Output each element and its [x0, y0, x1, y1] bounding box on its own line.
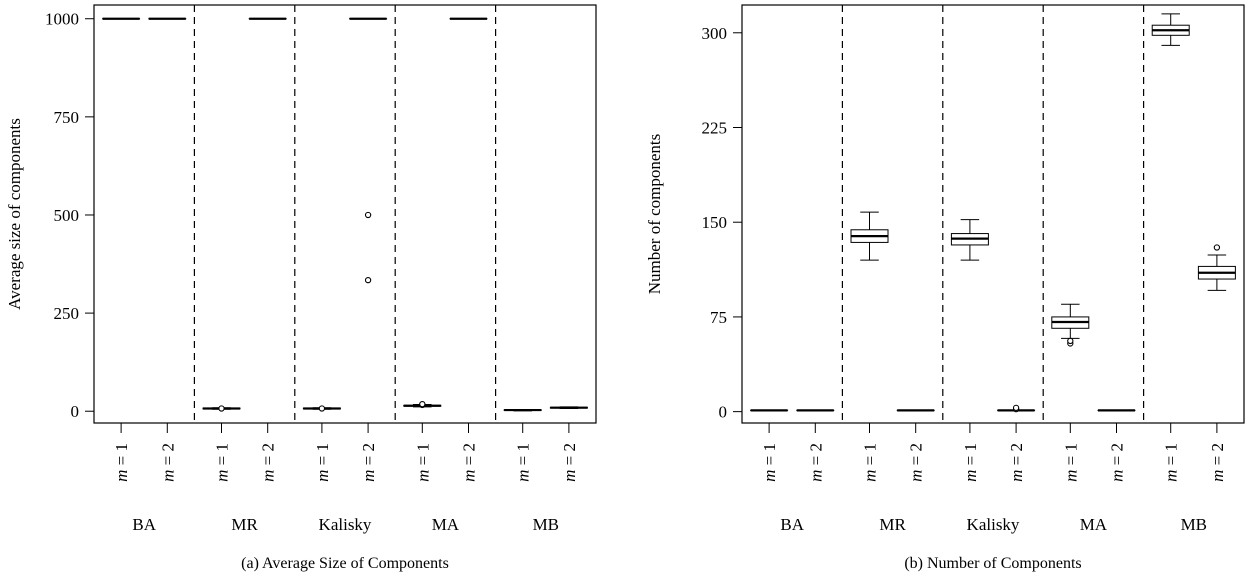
x-tick-label-var: m	[1007, 470, 1026, 482]
outlier-point	[1213, 244, 1221, 251]
plot-frame	[93, 4, 597, 424]
x-tick-label-rest: = 1	[1162, 443, 1181, 470]
x-tick-label: m = 2	[1107, 443, 1126, 482]
outlier-point	[419, 401, 426, 408]
chart-panel-a: 0 250 500 750 1000 Average size of components…	[5, 4, 597, 572]
x-tick-label-var: m	[1061, 470, 1080, 482]
outlier-point	[318, 405, 326, 412]
x-tick-label-var: m	[459, 470, 478, 482]
x-tick-label: m = 1	[514, 443, 533, 482]
outlier-point	[1067, 337, 1074, 345]
x-tick-label-rest: = 2	[158, 443, 177, 470]
x-tick-label-var: m	[806, 470, 825, 482]
x-tick-label-var: m	[514, 470, 533, 482]
x-tick-label: m = 2	[1007, 443, 1026, 482]
x-tick-label: m = 1	[961, 443, 980, 482]
y-tick-label: 500	[54, 206, 80, 225]
x-tick-label-rest: = 2	[459, 443, 478, 470]
group-label: MB	[1181, 515, 1207, 534]
group-label: BA	[132, 515, 156, 534]
x-tick-label-var: m	[213, 470, 232, 482]
x-tick-label: m = 1	[112, 443, 131, 482]
x-tick-label-rest: = 1	[313, 443, 332, 470]
x-tick-label-rest: = 1	[514, 443, 533, 470]
x-tick-label-var: m	[1208, 470, 1227, 482]
plot-frame	[741, 4, 1245, 424]
outlier-point	[364, 276, 372, 284]
x-tick-label-rest: = 1	[961, 443, 980, 470]
group-label: MA	[432, 515, 460, 534]
x-tick-label: m = 1	[1162, 443, 1181, 482]
x-tick-label: m = 2	[806, 443, 825, 482]
x-tick-label-var: m	[907, 470, 926, 482]
y-tick-label: 0	[719, 403, 728, 422]
outlier-point	[218, 405, 225, 412]
chart-caption: (a) Average Size of Components	[241, 555, 449, 572]
x-tick-label: m = 2	[459, 443, 478, 482]
x-tick-label: m = 1	[313, 443, 332, 482]
group-label: MR	[231, 515, 258, 534]
x-tick-label-rest: = 2	[1007, 443, 1026, 470]
y-tick-label: 225	[702, 118, 728, 137]
x-tick-label-var: m	[112, 470, 131, 482]
group-label: MB	[533, 515, 559, 534]
group-label: Kalisky	[967, 515, 1020, 534]
x-tick-label-rest: = 2	[1107, 443, 1126, 470]
x-tick-label: m = 2	[158, 443, 177, 482]
x-tick-label: m = 1	[213, 443, 232, 482]
y-axis-label: Number of components	[645, 134, 664, 295]
outlier-point	[364, 211, 372, 219]
x-tick-label-rest: = 1	[861, 443, 880, 470]
x-tick-label: m = 2	[259, 443, 278, 482]
chart-caption: (b) Number of Components	[904, 555, 1081, 572]
y-tick-label: 300	[702, 24, 728, 43]
x-tick-label-var: m	[413, 470, 432, 482]
group-label: MA	[1080, 515, 1108, 534]
x-tick-label-rest: = 2	[907, 443, 926, 470]
x-tick-label: m = 2	[359, 443, 378, 482]
x-tick-label-rest: = 2	[806, 443, 825, 470]
y-axis-label: Average size of components	[5, 118, 24, 310]
x-tick-label: m = 1	[413, 443, 432, 482]
x-tick-label-var: m	[1162, 470, 1181, 482]
x-tick-label: m = 2	[1208, 443, 1227, 482]
x-tick-label-rest: = 2	[560, 443, 579, 470]
y-tick-label: 750	[54, 108, 80, 127]
x-tick-label: m = 2	[907, 443, 926, 482]
x-tick-label-var: m	[760, 470, 779, 482]
x-tick-label-var: m	[158, 470, 177, 482]
y-tick-label: 75	[710, 308, 727, 327]
group-label: Kalisky	[319, 515, 372, 534]
x-tick-label-var: m	[560, 470, 579, 482]
x-tick-label-rest: = 1	[760, 443, 779, 470]
y-tick-label: 250	[54, 304, 80, 323]
x-tick-label: m = 1	[861, 443, 880, 482]
x-tick-label-rest: = 1	[213, 443, 232, 470]
x-tick-label-rest: = 2	[359, 443, 378, 470]
x-tick-label-rest: = 1	[413, 443, 432, 470]
outlier-point	[1012, 404, 1020, 411]
x-tick-label-rest: = 2	[1208, 443, 1227, 470]
x-tick-label-var: m	[313, 470, 332, 482]
x-tick-label-rest: = 1	[112, 443, 131, 470]
x-tick-label-var: m	[1107, 470, 1126, 482]
x-tick-label-var: m	[359, 470, 378, 482]
x-tick-label: m = 1	[1061, 443, 1080, 482]
x-tick-label-var: m	[961, 470, 980, 482]
x-tick-label: m = 1	[760, 443, 779, 482]
x-tick-label-var: m	[259, 470, 278, 482]
y-tick-label: 1000	[45, 10, 79, 29]
x-tick-label: m = 2	[560, 443, 579, 482]
y-tick-label: 150	[702, 213, 728, 232]
group-label: BA	[780, 515, 804, 534]
y-tick-label: 0	[71, 402, 80, 421]
x-tick-label-rest: = 2	[259, 443, 278, 470]
x-tick-label-var: m	[861, 470, 880, 482]
x-tick-label-rest: = 1	[1061, 443, 1080, 470]
group-label: MR	[879, 515, 906, 534]
